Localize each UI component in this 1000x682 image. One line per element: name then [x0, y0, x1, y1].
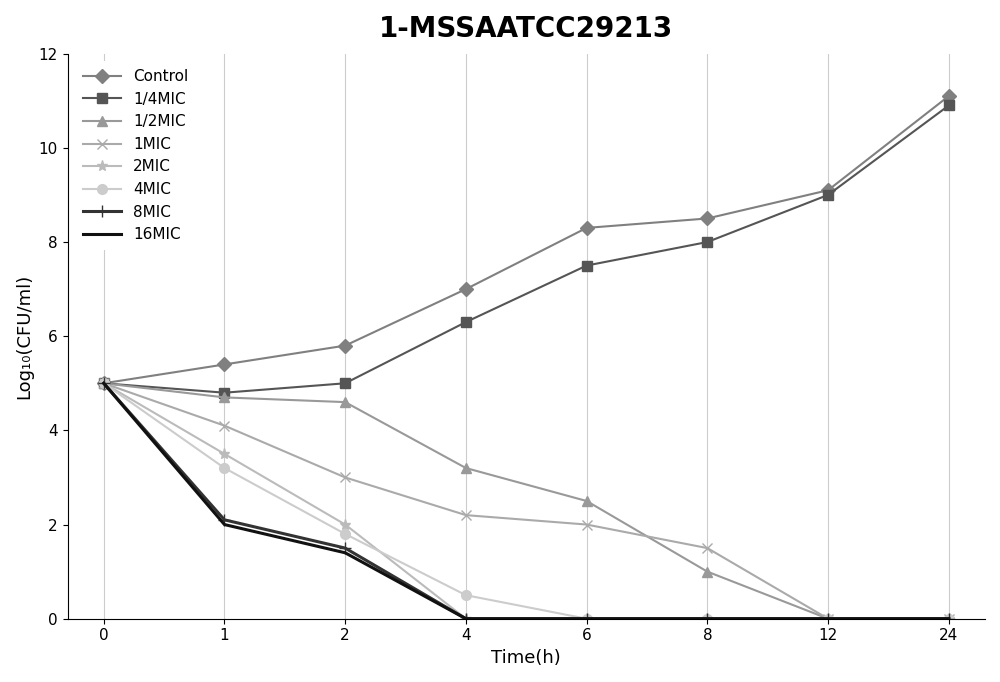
X-axis label: Time(h): Time(h)	[491, 649, 561, 667]
8MIC	[98, 379, 110, 387]
Control	[822, 186, 834, 194]
4MIC	[943, 614, 955, 623]
1/4MIC	[943, 102, 955, 110]
8MIC	[701, 614, 713, 623]
Y-axis label: Log₁₀(CFU/ml): Log₁₀(CFU/ml)	[15, 273, 33, 399]
4MIC	[581, 614, 593, 623]
Line: Control: Control	[99, 91, 954, 388]
1/4MIC	[581, 261, 593, 269]
1MIC	[581, 520, 593, 529]
1/4MIC	[339, 379, 351, 387]
4MIC	[822, 614, 834, 623]
16MIC	[339, 549, 351, 557]
1/2MIC	[701, 567, 713, 576]
8MIC	[581, 614, 593, 623]
Line: 8MIC: 8MIC	[97, 377, 955, 625]
16MIC	[460, 614, 472, 623]
16MIC	[218, 520, 230, 529]
Line: 4MIC: 4MIC	[99, 379, 954, 623]
8MIC	[943, 614, 955, 623]
1/2MIC	[581, 497, 593, 505]
2MIC	[822, 614, 834, 623]
1MIC	[98, 379, 110, 387]
1MIC	[339, 473, 351, 481]
Control	[460, 285, 472, 293]
4MIC	[460, 591, 472, 599]
8MIC	[218, 516, 230, 524]
8MIC	[460, 614, 472, 623]
16MIC	[581, 614, 593, 623]
Line: 1MIC: 1MIC	[99, 379, 954, 623]
2MIC	[98, 379, 110, 387]
2MIC	[581, 614, 593, 623]
8MIC	[822, 614, 834, 623]
1MIC	[822, 614, 834, 623]
Control	[581, 224, 593, 232]
1MIC	[218, 421, 230, 430]
4MIC	[218, 464, 230, 472]
16MIC	[822, 614, 834, 623]
8MIC	[339, 544, 351, 552]
1/2MIC	[339, 398, 351, 406]
Line: 1/2MIC: 1/2MIC	[99, 379, 954, 623]
16MIC	[943, 614, 955, 623]
1/2MIC	[98, 379, 110, 387]
2MIC	[218, 450, 230, 458]
2MIC	[460, 614, 472, 623]
1MIC	[460, 511, 472, 519]
1/4MIC	[701, 238, 713, 246]
4MIC	[339, 530, 351, 538]
4MIC	[98, 379, 110, 387]
4MIC	[701, 614, 713, 623]
16MIC	[701, 614, 713, 623]
Control	[943, 92, 955, 100]
2MIC	[339, 520, 351, 529]
Line: 16MIC: 16MIC	[104, 383, 949, 619]
Control	[218, 360, 230, 368]
Line: 2MIC: 2MIC	[98, 378, 954, 624]
1/4MIC	[218, 389, 230, 397]
1/2MIC	[460, 464, 472, 472]
Line: 1/4MIC: 1/4MIC	[99, 101, 954, 398]
1/2MIC	[218, 394, 230, 402]
1MIC	[701, 544, 713, 552]
Control	[701, 214, 713, 222]
Title: 1-MSSAATCC29213: 1-MSSAATCC29213	[379, 15, 673, 43]
1/4MIC	[98, 379, 110, 387]
Control	[98, 379, 110, 387]
1MIC	[943, 614, 955, 623]
Control	[339, 342, 351, 350]
1/4MIC	[460, 318, 472, 326]
Legend: Control, 1/4MIC, 1/2MIC, 1MIC, 2MIC, 4MIC, 8MIC, 16MIC: Control, 1/4MIC, 1/2MIC, 1MIC, 2MIC, 4MI…	[75, 61, 196, 250]
2MIC	[943, 614, 955, 623]
1/2MIC	[822, 614, 834, 623]
1/4MIC	[822, 191, 834, 199]
16MIC	[98, 379, 110, 387]
1/2MIC	[943, 614, 955, 623]
2MIC	[701, 614, 713, 623]
